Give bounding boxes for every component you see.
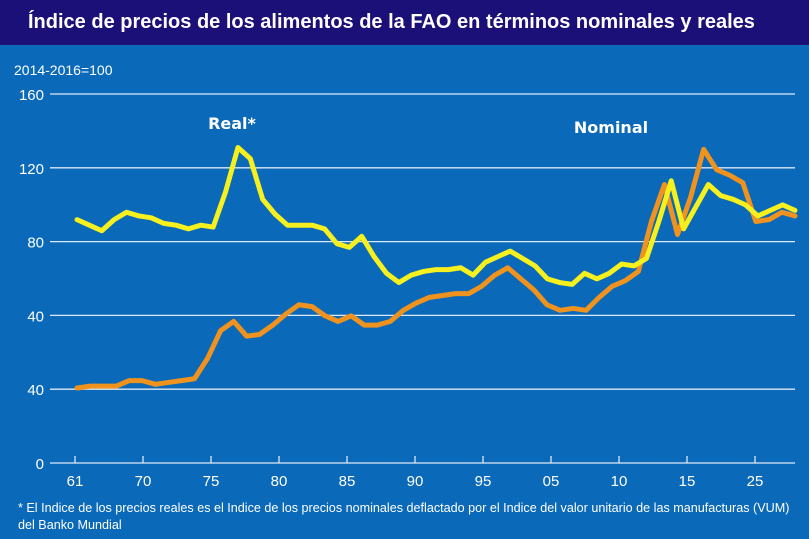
y-tick-label: 40: [27, 382, 44, 399]
title-bar: Índice de precios de los alimentos de la…: [0, 0, 809, 45]
x-tick-label: 85: [339, 473, 356, 490]
y-tick-label: 0: [36, 456, 44, 473]
series-label-nominal: Nominal: [574, 118, 648, 137]
x-tick-label: 25: [747, 473, 764, 490]
chart-title: Índice de precios de los alimentos de la…: [28, 11, 755, 33]
x-tick-label: 05: [543, 473, 560, 490]
series-line-real: [74, 145, 798, 287]
y-tick-label: 120: [19, 161, 44, 178]
x-tick-label: 70: [135, 473, 152, 490]
y-axis-unit-label: 2014-2016=100: [14, 62, 113, 78]
x-tick-label: 80: [271, 473, 288, 490]
x-tick-label: 10: [611, 473, 628, 490]
x-tick-label: 95: [475, 473, 492, 490]
series-label-real: Real*: [208, 114, 256, 133]
footnote: * El Indice de los precios reales es el …: [18, 501, 790, 532]
series-line-nominal: [74, 146, 798, 391]
y-tick-label: 80: [27, 235, 44, 252]
x-tick-label: 61: [67, 473, 84, 490]
y-tick-label: 40: [27, 308, 44, 325]
x-tick-label: 90: [407, 473, 424, 490]
x-tick-label: 75: [203, 473, 220, 490]
x-tick-label: 15: [679, 473, 696, 490]
y-tick-label: 160: [19, 87, 44, 104]
